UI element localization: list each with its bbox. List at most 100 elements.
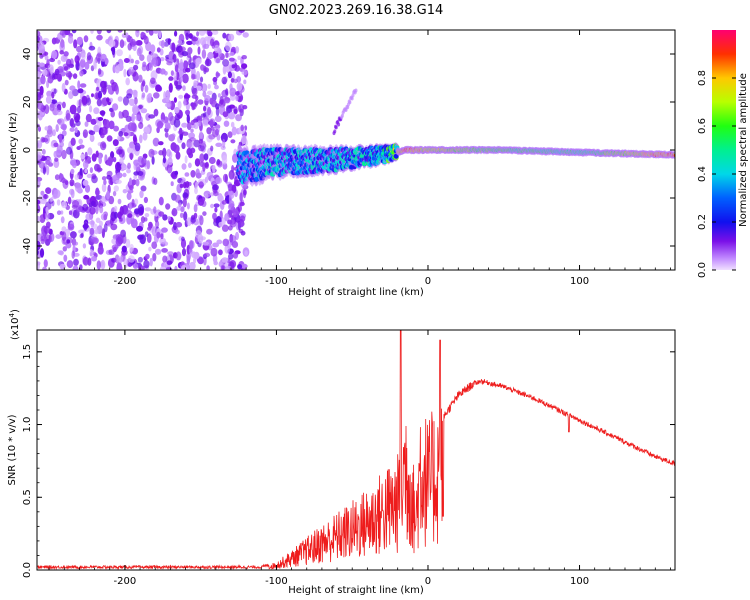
noise-dot (158, 30, 162, 39)
noise-dot (183, 60, 187, 70)
noise-dot (61, 226, 67, 233)
noise-dot (55, 234, 62, 240)
noise-dot (213, 203, 220, 208)
noise-dot (103, 213, 108, 221)
spectrogram-y-axis-label: Frequency (Hz) (8, 112, 19, 188)
noise-dot (53, 142, 59, 148)
noise-dot (162, 156, 166, 164)
noise-dot (162, 255, 168, 263)
noise-dot (40, 238, 45, 245)
noise-dot (197, 46, 201, 55)
noise-dot (228, 57, 235, 62)
noise-dot (106, 174, 112, 180)
noise-dot (115, 85, 119, 95)
noise-dot (96, 119, 102, 128)
noise-dot (67, 223, 75, 231)
noise-dot (39, 85, 44, 96)
noise-dot (156, 120, 164, 129)
noise-dot (111, 46, 116, 56)
noise-dot (180, 206, 185, 213)
noise-dot (97, 68, 102, 75)
noise-dot (106, 190, 110, 200)
noise-dot (203, 105, 207, 112)
noise-dot (53, 150, 58, 158)
noise-dot (204, 58, 212, 67)
noise-dot (222, 111, 229, 118)
noise-dot (131, 149, 136, 155)
noise-dot (79, 83, 87, 88)
noise-dot (154, 248, 162, 255)
noise-dot (132, 104, 139, 115)
noise-dot (65, 70, 71, 76)
noise-dot (135, 178, 140, 187)
noise-dot (101, 126, 108, 136)
noise-dot (103, 223, 108, 233)
noise-dot (164, 132, 169, 138)
y-tick-label: -40 (22, 238, 33, 254)
noise-dot (193, 204, 198, 213)
noise-dot (184, 155, 188, 164)
noise-dot (221, 257, 229, 263)
x-tick-label: 100 (570, 276, 589, 287)
noise-dot (183, 94, 191, 99)
noise-dot (213, 260, 218, 266)
noise-dot (160, 233, 164, 240)
noise-dot (153, 177, 158, 185)
noise-dot (190, 141, 194, 150)
noise-dot (167, 215, 171, 222)
noise-dot (160, 40, 165, 49)
y-tick-label: 1.5 (22, 344, 33, 360)
noise-dot (60, 54, 68, 63)
noise-dot (66, 146, 73, 155)
noise-dot (108, 39, 116, 48)
noise-dot (148, 114, 156, 119)
noise-dot (203, 67, 210, 73)
noise-dot (202, 162, 206, 172)
noise-dot (96, 98, 102, 107)
noise-dot (59, 263, 66, 270)
noise-dot (230, 121, 235, 128)
noise-dot (99, 205, 104, 214)
noise-dot (195, 70, 201, 81)
noise-dot (69, 179, 75, 187)
noise-dot (187, 47, 193, 55)
noise-dot (181, 248, 187, 257)
noise-dot (215, 58, 221, 64)
noise-dot (202, 211, 207, 217)
noise-dot (96, 164, 102, 173)
noise-dot (45, 95, 52, 104)
noise-dot (198, 181, 204, 189)
noise-dot (59, 173, 64, 179)
noise-dot (236, 82, 243, 92)
noise-dot (46, 129, 54, 138)
noise-dot (56, 110, 63, 116)
noise-dot (37, 36, 40, 42)
noise-dot (57, 250, 64, 256)
noise-dot (111, 238, 117, 245)
noise-dot (144, 231, 149, 238)
noise-dot (166, 260, 173, 266)
noise-dot (39, 214, 46, 224)
noise-dot (85, 213, 92, 221)
noise-dot (128, 98, 135, 107)
noise-dot (127, 262, 133, 267)
noise-dot (89, 252, 93, 257)
noise-dot (67, 35, 74, 44)
noise-dot (80, 153, 85, 160)
noise-dot (199, 37, 206, 46)
noise-dot (186, 142, 191, 148)
spectrogram-marks (37, 30, 675, 270)
noise-dot (113, 205, 118, 213)
noise-dot (94, 229, 99, 235)
noise-dot (84, 168, 88, 174)
noise-dot (159, 266, 167, 270)
noise-dot (231, 126, 237, 136)
noise-dot (43, 194, 49, 200)
noise-dot (200, 113, 206, 118)
noise-dot (74, 182, 82, 193)
noise-dot (223, 97, 231, 104)
noise-dot (155, 84, 162, 92)
noise-dot (110, 110, 115, 118)
noise-dot (240, 124, 244, 132)
